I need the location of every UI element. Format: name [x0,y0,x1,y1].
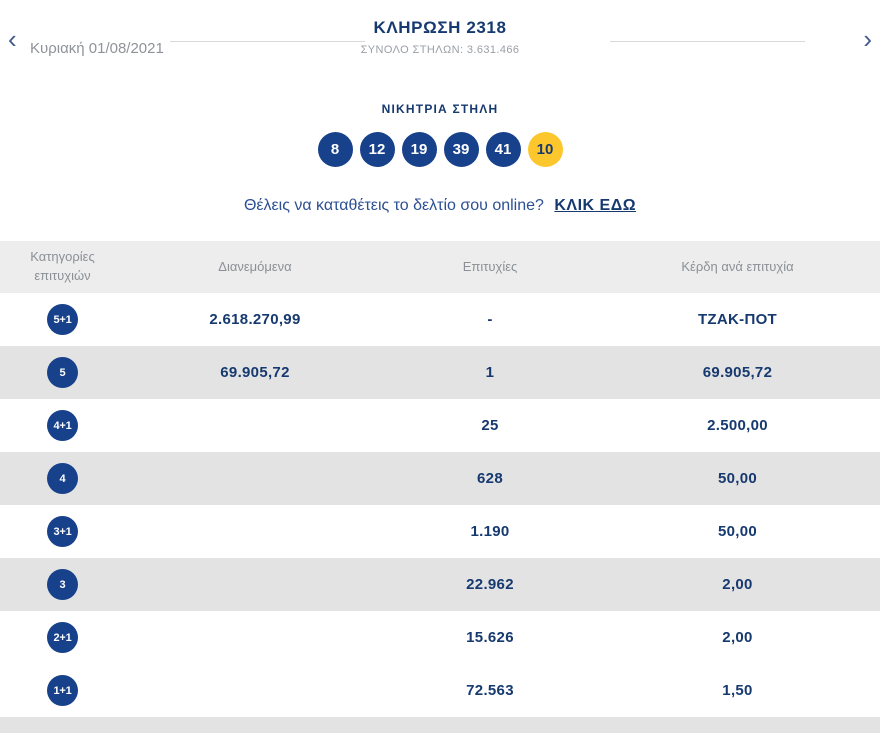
per-win-value: 2.500,00 [707,417,768,434]
draw-date: Κυριακή 01/08/2021 [30,40,164,57]
wins-value: 1 [485,364,495,381]
table-footer-strip [0,717,880,733]
header-categories: Κατηγορίες επιτυχιών [30,249,95,283]
table-row: 5+1 2.618.270,99 - ΤΖΑΚ-ΠΟΤ [0,293,880,346]
divider-line-left [170,41,365,42]
table-row: 3 22.962 2,00 [0,558,880,611]
winning-column-label: ΝΙΚΗΤΡΙΑ ΣΤΗΛΗ [381,102,499,116]
distributed-value: 69.905,72 [220,364,290,381]
winning-numbers: 8 12 19 39 41 10 [0,132,880,167]
divider-line-right [610,41,805,42]
category-badge: 4 [47,463,78,494]
previous-draw-button[interactable]: ‹ [2,24,23,54]
per-win-value: ΤΖΑΚ-ΠΟΤ [697,311,778,328]
table-row: 4+1 25 2.500,00 [0,399,880,452]
draw-header: ‹ Κυριακή 01/08/2021 ΚΛΗΡΩΣΗ 2318 ΣΥΝΟΛΟ… [0,0,880,80]
per-win-value: 1,50 [722,682,753,699]
distributed-value: 2.618.270,99 [209,311,301,328]
category-badge: 5 [47,357,78,388]
table-row: 1+1 72.563 1,50 [0,664,880,717]
category-badge: 1+1 [47,675,78,706]
table-row: 3+1 1.190 50,00 [0,505,880,558]
draw-title: ΚΛΗΡΩΣΗ 2318 [373,18,507,37]
wins-value: 72.563 [466,682,514,699]
header-distributed: Διανεμόμενα [218,258,292,274]
wins-value: - [487,311,493,328]
per-win-value: 69.905,72 [702,364,773,381]
per-win-value: 50,00 [717,470,758,487]
header-per-win: Κέρδη ανά επιτυχία [681,258,794,274]
table-row: 5 69.905,72 1 69.905,72 [0,346,880,399]
total-columns-label: ΣΥΝΟΛΟ ΣΤΗΛΩΝ: 3.631.466 [360,44,520,56]
wins-value: 25 [481,417,499,434]
table-row: 4 628 50,00 [0,452,880,505]
next-draw-button[interactable]: › [857,24,878,54]
wins-value: 1.190 [470,523,510,540]
category-badge: 3 [47,569,78,600]
online-cta: Θέλεις να καταθέτεις το δελτίο σου onlin… [0,197,880,215]
winning-number-ball: 39 [443,132,479,167]
category-badge: 2+1 [47,622,78,653]
wins-value: 22.962 [466,576,514,593]
results-table: Κατηγορίες επιτυχιών Διανεμόμενα Επιτυχί… [0,241,880,733]
per-win-value: 2,00 [722,629,753,646]
winning-number-ball: 41 [485,132,521,167]
category-badge: 3+1 [47,516,78,547]
category-badge: 5+1 [47,304,78,335]
cta-text: Θέλεις να καταθέτεις το δελτίο σου onlin… [243,197,544,214]
winning-number-ball: 8 [317,132,353,167]
joker-number-ball: 10 [527,132,563,167]
results-table-header: Κατηγορίες επιτυχιών Διανεμόμενα Επιτυχί… [0,241,880,293]
cta-link[interactable]: ΚΛΙΚ ΕΔΩ [554,197,637,214]
header-wins: Επιτυχίες [462,258,518,274]
winning-column-section: ΝΙΚΗΤΡΙΑ ΣΤΗΛΗ 8 12 19 39 41 10 [0,102,880,167]
per-win-value: 50,00 [717,523,758,540]
per-win-value: 2,00 [722,576,753,593]
table-row: 2+1 15.626 2,00 [0,611,880,664]
wins-value: 628 [477,470,503,487]
wins-value: 15.626 [466,629,514,646]
winning-number-ball: 19 [401,132,437,167]
category-badge: 4+1 [47,410,78,441]
winning-number-ball: 12 [359,132,395,167]
results-table-body: 5+1 2.618.270,99 - ΤΖΑΚ-ΠΟΤ 5 69.905,72 … [0,293,880,717]
